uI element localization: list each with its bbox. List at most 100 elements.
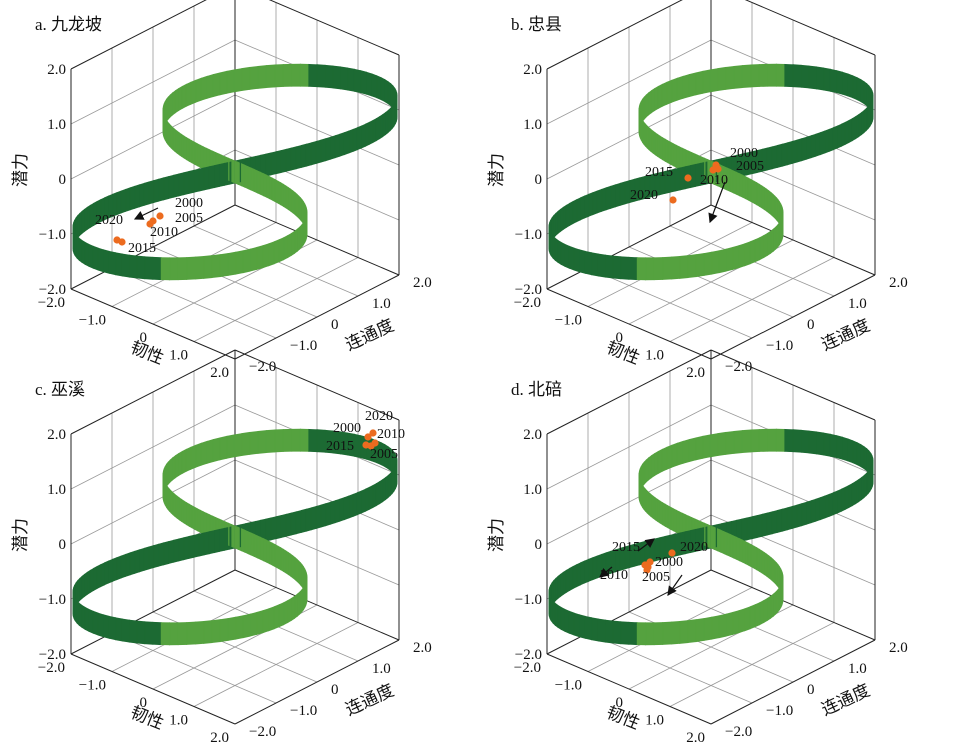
ribbon-segment [160,622,171,646]
ribbon-segment [382,476,386,503]
ribbon-segment [308,428,318,453]
ribbon-segment [274,64,284,88]
ribbon-segment [256,245,264,270]
ribbon-segment [168,174,175,200]
year-label: 2020 [630,188,658,203]
year-point [118,238,126,246]
x-tick-label: 2.0 [686,365,705,381]
ribbon-segment [744,606,751,632]
ribbon-segment [847,73,854,99]
ribbon-segment [356,125,362,151]
ribbon-segment [84,241,90,268]
ribbon-segment [639,540,646,566]
ribbon-segment [177,257,188,281]
ribbon-segment [806,500,812,525]
ribbon-segment [339,497,345,522]
ribbon-segment [662,621,672,645]
ribbon-segment [227,616,237,641]
ribbon-segment [758,63,769,87]
ribbon-segment [81,239,86,266]
ribbon-segment [308,63,318,88]
ribbon-segment [348,128,354,154]
ribbon-segment [348,493,354,519]
ribbon-segment [775,63,786,87]
ribbon-segment [136,255,146,280]
year-label: 2015 [612,540,640,555]
y-tick-label: 1.0 [372,296,391,312]
ribbon-segment [203,531,210,556]
ribbon-segment [666,79,673,105]
ribbon-segment [186,256,196,280]
ribbon-segment [808,65,817,90]
ribbon-segment [815,497,821,522]
ribbon-segment [591,617,599,642]
z-tick-label: 0 [535,537,543,553]
ribbon-segment [688,437,697,463]
year-label: 2000 [175,196,203,211]
ribbon-segment [290,146,297,171]
ribbon-segment [108,250,117,276]
year-label: 2010 [377,427,405,442]
ribbon-segment [294,593,298,620]
z-tick-label: −1.0 [515,592,542,608]
ribbon-segment [605,185,612,211]
ribbon-segment [305,507,312,532]
ribbon-segment [226,69,235,94]
ribbon-segment [791,504,798,530]
ribbon-segment [125,552,131,577]
year-label: 2015 [128,241,156,256]
ribbon-segment [554,602,559,629]
ribbon-segment [786,140,793,166]
y-tick-label: 0 [331,317,339,333]
ribbon-segment [703,616,713,641]
y-tick-label: 1.0 [372,661,391,677]
y-tick-label: −2.0 [249,724,276,740]
ribbon-segment [761,512,768,537]
ribbon-segment [852,75,858,101]
ribbon-segment [674,167,681,192]
ribbon-segment [206,439,214,464]
ribbon-segment [718,613,727,639]
ribbon-segment [178,537,185,562]
ribbon-segment [275,514,282,540]
ribbon-segment [194,255,205,280]
ribbon-segment [93,565,98,592]
ribbon-segment [858,476,862,503]
ribbon-segment [747,177,752,203]
ribbon-segment [188,503,193,529]
ribbon-segment [749,239,756,265]
ribbon-segment [352,492,358,517]
ribbon-segment [702,69,711,94]
ribbon-segment [858,111,862,138]
y-tick-label: 1.0 [848,661,867,677]
ribbon-segment [560,606,566,633]
x-tick-label: −1.0 [79,678,106,694]
ribbon-segment [562,204,567,231]
ribbon-segment [810,133,817,159]
ribbon-segment [285,512,292,537]
ribbon-segment [766,146,773,171]
ribbon-segment [214,163,220,189]
ribbon-segment [280,513,287,539]
ribbon-segment [250,532,255,558]
ribbon-segment [265,429,276,454]
ribbon-segment [89,567,95,594]
ribbon-segment [744,241,751,267]
ribbon-segment [687,254,697,279]
ribbon-segment [178,450,183,477]
year-label: 2010 [600,568,628,583]
x-axis-label: 韧性 [128,703,167,733]
ribbon-segment [741,517,748,542]
ribbon-segment [96,563,102,590]
ribbon-segment [368,484,374,511]
ribbon-segment [291,428,301,452]
ribbon-segment [173,538,180,563]
ribbon-segment [756,513,763,539]
ribbon-segment [158,177,165,202]
ribbon-segment [836,435,843,460]
ribbon-segment [670,141,675,167]
ribbon-segment [836,70,843,95]
ribbon-segment [291,230,296,257]
ribbon-segment [829,68,838,94]
ribbon-segment [295,144,302,170]
